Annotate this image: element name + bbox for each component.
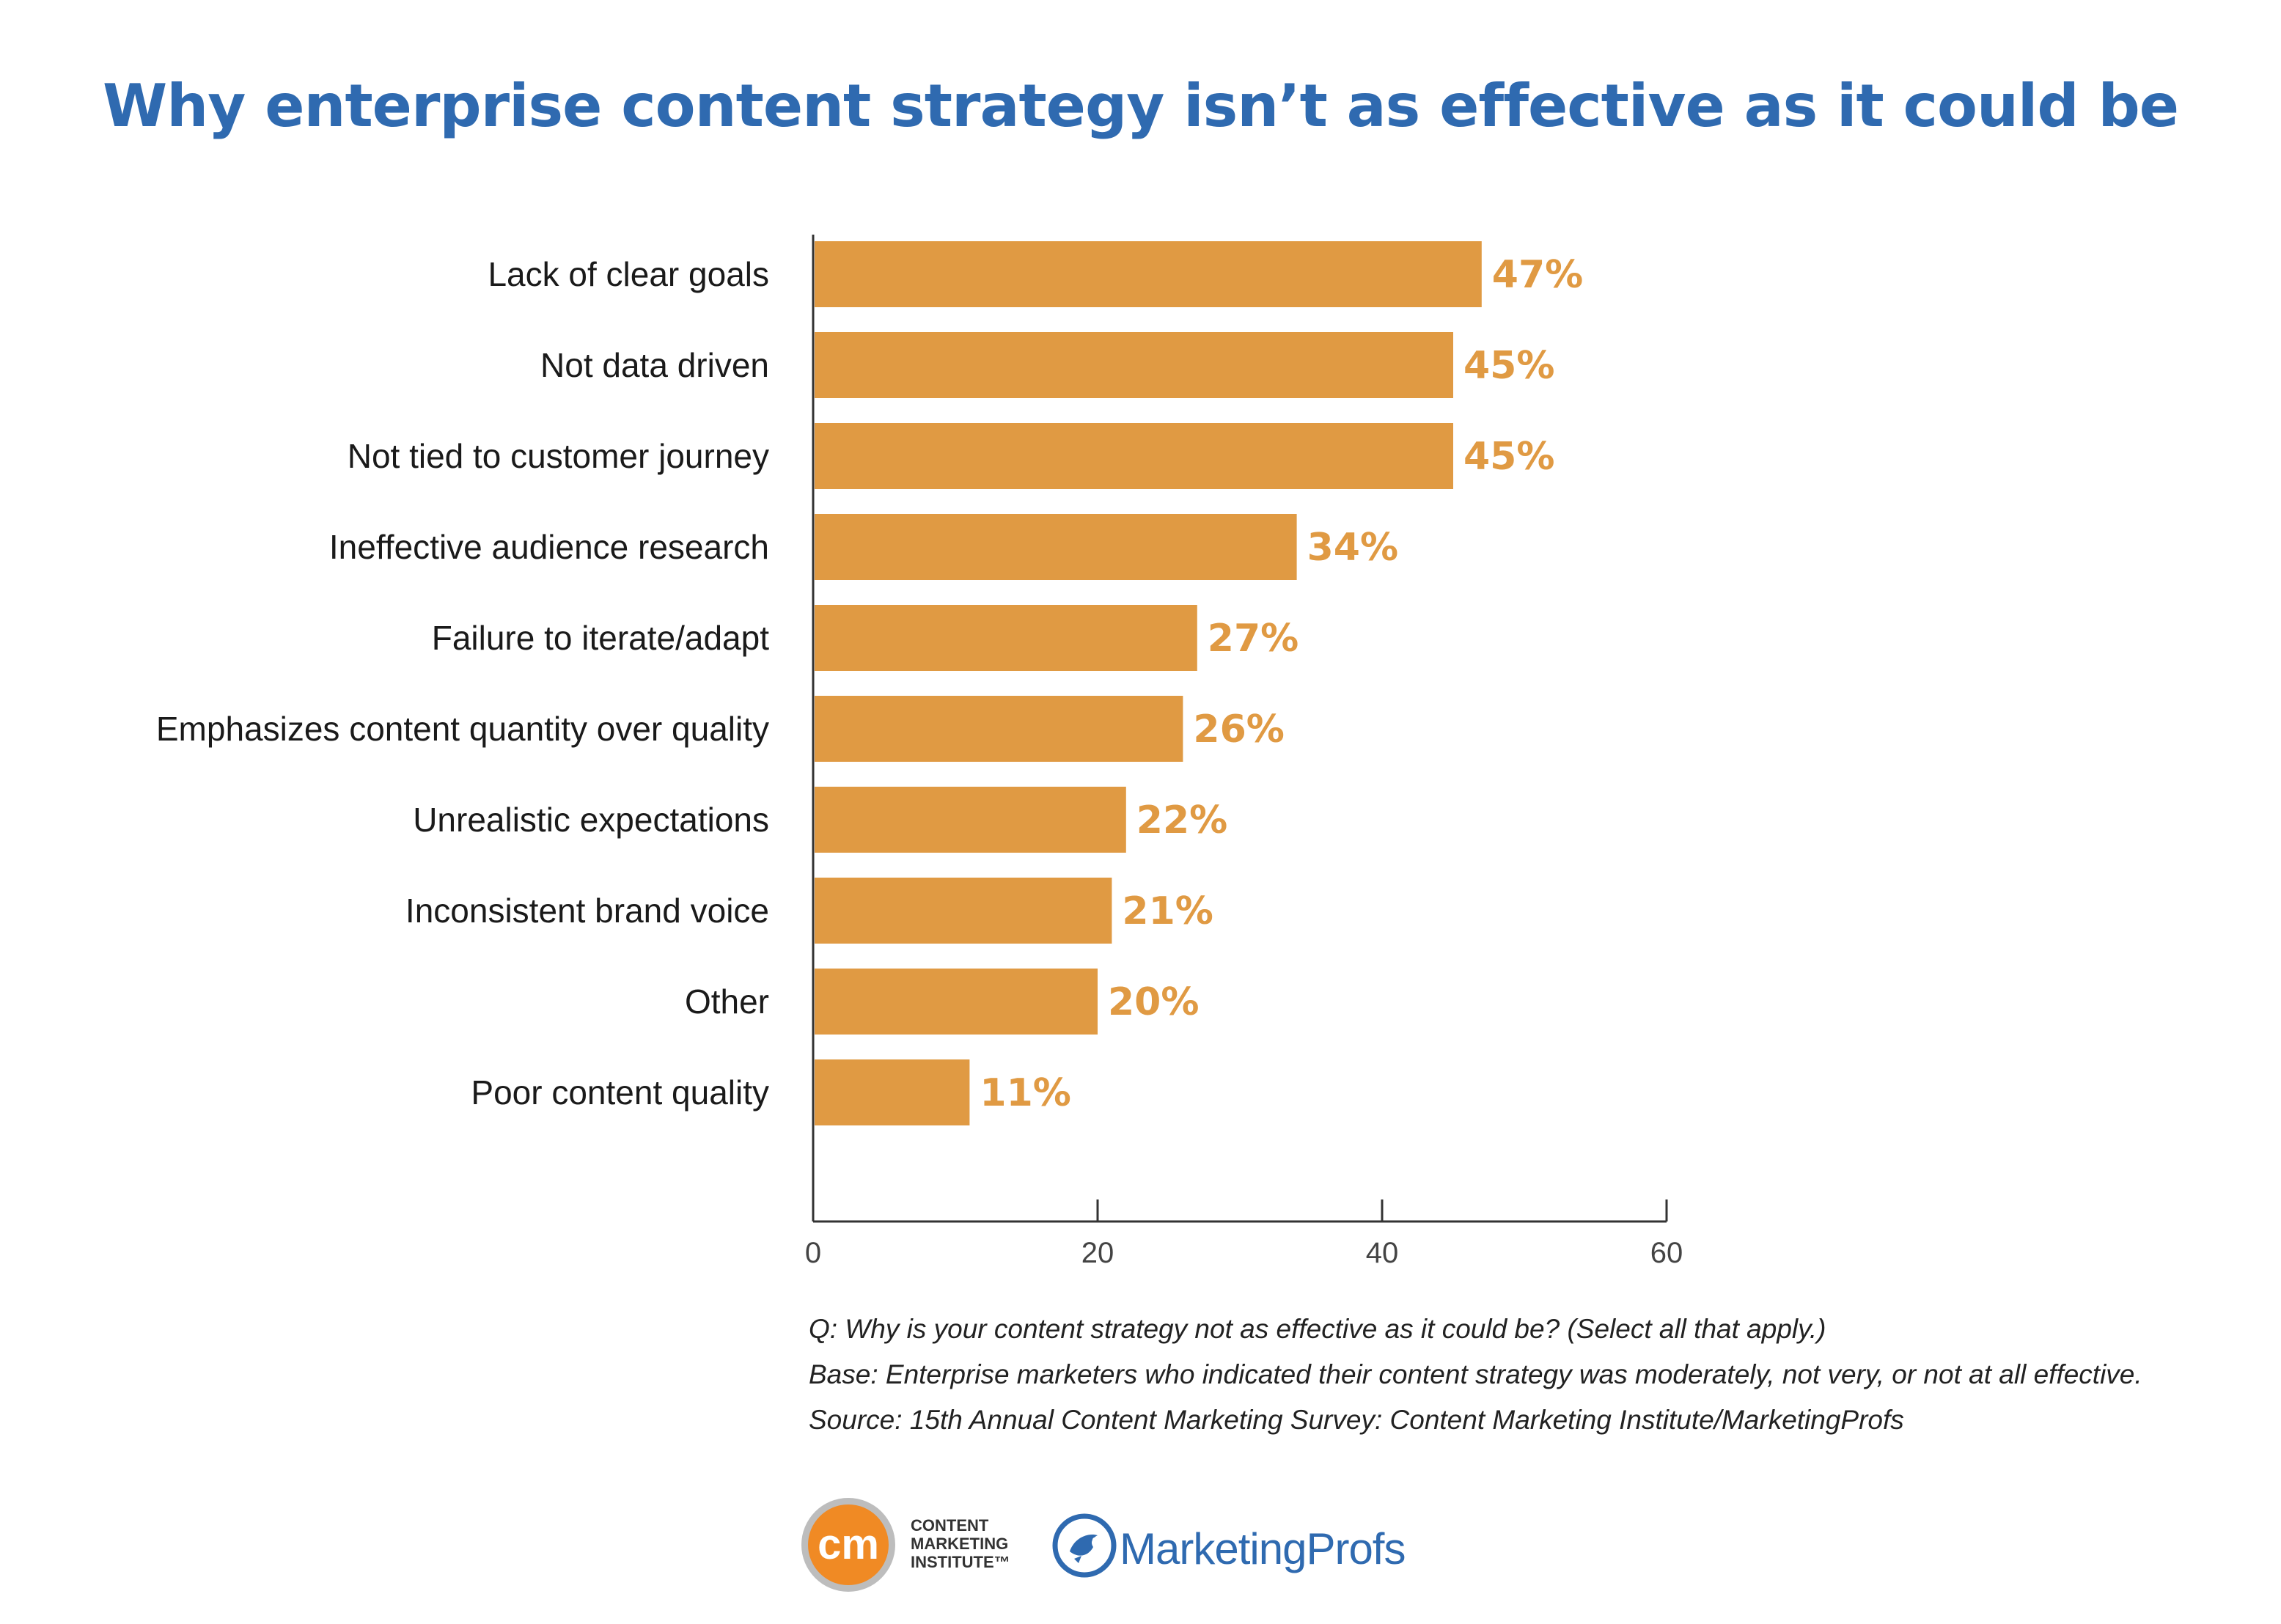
category-label: Ineffective audience research (329, 528, 769, 566)
value-label: 21% (1122, 889, 1213, 933)
marketingprofs-logo: MarketingProfs (1052, 1510, 1463, 1584)
value-label: 26% (1193, 708, 1284, 752)
marketingprofs-text: MarketingProfs (1120, 1524, 1406, 1573)
category-label: Emphasizes content quantity over quality (156, 710, 769, 748)
x-tick-label: 20 (1081, 1237, 1114, 1269)
footnotes: Q: Why is your content strategy not as e… (809, 1307, 2142, 1443)
category-label: Lack of clear goals (488, 255, 769, 293)
bar (815, 423, 1453, 489)
bar (815, 969, 1098, 1035)
value-label: 34% (1307, 526, 1398, 570)
bar (815, 1059, 970, 1125)
footnote-base: Base: Enterprise marketers who indicated… (809, 1359, 2142, 1389)
bar (815, 787, 1126, 853)
bars-layer: Lack of clear goals 47% Not data driven 45%… (156, 241, 1583, 1125)
category-label: Other (685, 982, 769, 1021)
value-label: 20% (1108, 980, 1199, 1024)
bar (815, 514, 1297, 580)
value-label: 45% (1463, 344, 1554, 388)
x-tick-label: 60 (1650, 1237, 1683, 1269)
marketingprofs-bird-icon (1052, 1513, 1117, 1578)
bar (815, 605, 1197, 671)
cmi-logo-text: CONTENT MARKETING INSTITUTE™ (911, 1516, 1010, 1571)
category-label: Not tied to customer journey (348, 437, 769, 475)
category-label: Not data driven (540, 346, 769, 384)
footnote-source: Source: 15th Annual Content Marketing Su… (809, 1405, 1904, 1435)
category-label: Failure to iterate/adapt (432, 619, 769, 657)
bar (815, 696, 1183, 762)
footnote-question: Q: Why is your content strategy not as e… (809, 1314, 1826, 1344)
value-label: 45% (1463, 435, 1554, 479)
value-label: 11% (980, 1071, 1070, 1115)
x-tick-label: 0 (805, 1237, 821, 1269)
value-label: 22% (1136, 798, 1227, 842)
axis-layer: 0 20 40 60 (805, 235, 1683, 1269)
cmi-logo-icon: cm (801, 1498, 895, 1592)
bar (815, 332, 1453, 398)
x-tick-label: 40 (1366, 1237, 1399, 1269)
category-label: Poor content quality (471, 1073, 769, 1112)
value-label: 47% (1492, 253, 1583, 297)
bar (815, 878, 1112, 944)
cmi-badge-text: cm (818, 1521, 879, 1568)
bar (815, 241, 1482, 307)
category-label: Unrealistic expectations (413, 801, 769, 839)
chart-title: Why enterprise content strategy isn’t as… (103, 72, 2179, 140)
value-label: 27% (1208, 617, 1299, 661)
category-label: Inconsistent brand voice (405, 892, 769, 930)
